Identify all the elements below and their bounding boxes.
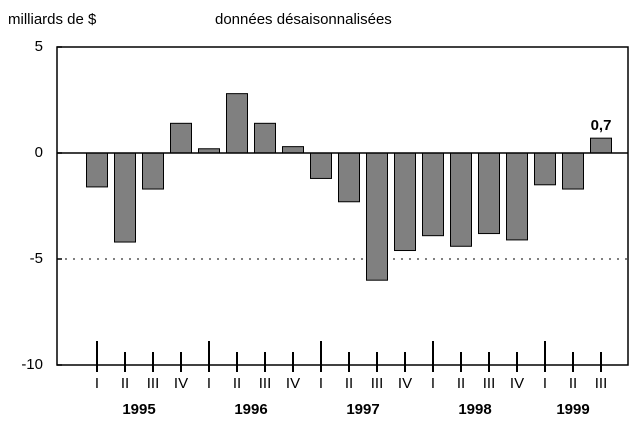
bar [282,146,304,154]
bar [86,152,108,188]
chart-title: données désaisonnalisées [215,11,392,28]
year-label: 1996 [234,401,267,418]
x-tick-label: III [483,375,496,392]
year-label: 1998 [458,401,491,418]
x-tick-label: II [457,375,465,392]
plot-frame [56,46,629,366]
bar [114,152,136,243]
x-tick-label: I [319,375,323,392]
bar [478,152,500,235]
year-label: 1999 [556,401,589,418]
x-tick-label: IV [510,375,524,392]
y-tick-label: 5 [35,38,43,55]
bar [450,152,472,247]
x-tick-label: II [345,375,353,392]
bar [366,152,388,281]
x-tick-label: II [569,375,577,392]
x-tick-label: IV [398,375,412,392]
year-label: 1997 [346,401,379,418]
bar [338,152,360,203]
x-tick-label: IV [286,375,300,392]
y-tick-label: -10 [21,356,43,373]
bar [394,152,416,252]
bar [226,93,248,154]
bar [310,152,332,179]
x-tick-label: III [371,375,384,392]
bar [534,152,556,186]
x-tick-label: I [95,375,99,392]
bar [170,122,192,154]
x-tick-label: I [431,375,435,392]
bar [562,152,584,190]
y-axis-label: milliards de $ [8,11,97,28]
y-tick-label: -5 [30,250,43,267]
x-tick-label: I [543,375,547,392]
x-tick-label: III [595,375,608,392]
x-tick-label: II [121,375,129,392]
bar [422,152,444,237]
year-label: 1995 [122,401,155,418]
bar [506,152,528,241]
x-tick-label: III [147,375,160,392]
x-tick-label: II [233,375,241,392]
y-tick-label: 0 [35,144,43,161]
bar [254,122,276,154]
x-tick-label: I [207,375,211,392]
bar [590,137,612,154]
value-label: 0,7 [591,117,612,134]
bar [142,152,164,190]
x-tick-label: III [259,375,272,392]
x-tick-label: IV [174,375,188,392]
